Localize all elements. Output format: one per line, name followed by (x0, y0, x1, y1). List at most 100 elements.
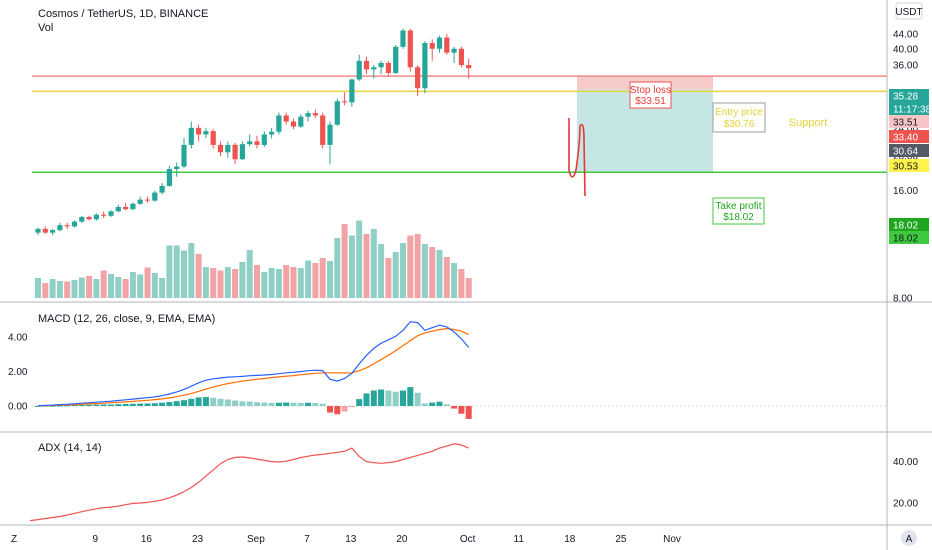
macd-pane (32, 321, 887, 419)
volume-label[interactable]: Vol (38, 22, 54, 34)
candle-body (334, 101, 340, 125)
candle-body (254, 141, 260, 145)
candle-body (444, 37, 450, 53)
price-tag-stop (889, 115, 929, 128)
price-tag-stop-text: 33.51 (893, 118, 918, 129)
candle-body (86, 216, 92, 220)
adx-tick-label: 40.00 (893, 457, 918, 468)
volume-bar (93, 279, 100, 298)
price-tag-yellow (889, 159, 929, 172)
price-tag-gray-text: 30.64 (893, 147, 918, 158)
candle-body (101, 214, 107, 216)
macd-tick-label: 2.00 (8, 367, 28, 378)
candle-body (203, 131, 209, 135)
macd-histogram-bar (35, 405, 41, 407)
price-tick-label: 16.00 (893, 186, 918, 197)
time-tick-label: 13 (345, 534, 357, 545)
currency-badge (895, 2, 923, 20)
volume-bar (400, 243, 406, 298)
candle-body (298, 116, 304, 127)
volume-bar (64, 281, 71, 298)
candle-body (35, 228, 41, 233)
time-axis[interactable]: 9 16 23 Sep 7 13 20 Oct 11 18 25 Nov Z A (11, 530, 917, 546)
volume-bar (100, 270, 107, 298)
macd-tick-label: 0.00 (8, 402, 28, 413)
macd-histogram-bar (115, 404, 122, 406)
currency-label: USDT (895, 7, 922, 18)
volume-bar (115, 277, 122, 298)
volume-bar (239, 262, 246, 298)
macd-histogram-bar (49, 405, 56, 407)
macd-histogram-bar (217, 398, 224, 406)
volume-bar (78, 277, 85, 298)
volume-bar (283, 265, 290, 298)
candle-body (225, 144, 231, 153)
log-toggle: Z (11, 534, 17, 545)
macd-histogram-bar (465, 406, 472, 419)
macd-histogram-bar (173, 401, 180, 406)
price-tag-yellow-text: 30.53 (893, 162, 918, 173)
horizontal-levels[interactable] (32, 75, 887, 173)
stop-loss-box (629, 81, 672, 109)
macd-histogram-bar (100, 404, 107, 406)
volume-bar (129, 272, 136, 298)
candle-body (239, 144, 245, 160)
macd-histogram-bar (122, 403, 129, 406)
countdown-tag (889, 102, 929, 115)
price-tag-green-text: 18.02 (893, 221, 918, 232)
volume-bar (319, 258, 326, 298)
candle-body (261, 134, 267, 145)
candle-body (436, 37, 443, 49)
candle-body (371, 67, 377, 70)
macd-histogram-bar (400, 390, 406, 406)
volume-bar (305, 260, 312, 298)
adx-label[interactable]: ADX (14, 14) (38, 442, 102, 454)
volume-bar (42, 283, 49, 298)
candle-body (152, 192, 158, 201)
price-axis[interactable]: USDT44.0040.0036.0028.0024.0020.0016.001… (8, 2, 932, 510)
macd-label[interactable]: MACD (12, 26, close, 9, EMA, EMA) (38, 313, 216, 325)
time-tick-label: 18 (564, 534, 576, 545)
stop-loss-price: $33.51 (635, 96, 666, 107)
volume-bar (195, 254, 202, 298)
volume-bar (188, 243, 195, 298)
candle-body (123, 206, 129, 210)
macd-histogram-bar (210, 397, 217, 406)
candle-body (290, 121, 297, 127)
price-tick-label: 20.00 (893, 152, 918, 163)
candle-body (342, 101, 348, 103)
volume-bar (334, 238, 341, 298)
volume-bar (144, 267, 151, 298)
candle-body (415, 67, 421, 89)
macd-histogram-bar (261, 402, 268, 406)
symbol-title[interactable]: Cosmos / TetherUS, 1D, BINANCE (38, 8, 209, 20)
volume-bar (348, 235, 355, 298)
price-tick-label: 24.00 (893, 123, 918, 134)
volume-bar (363, 234, 370, 298)
candle-body (115, 206, 121, 212)
macd-histogram-bar (451, 406, 458, 409)
macd-histogram-bar (290, 402, 297, 406)
candle-body (312, 113, 318, 116)
time-tick-label: 7 (304, 534, 310, 545)
annotations[interactable]: Stop loss$33.51 Entry price$30.76 Support T… (629, 81, 827, 225)
candle-body (210, 131, 216, 145)
volume-bar (254, 265, 260, 298)
candle-body (159, 185, 165, 193)
volume-bar (56, 281, 63, 298)
take-profit-title: Take profit (715, 201, 761, 212)
time-tick-label: 9 (93, 534, 99, 545)
price-tag-green-2 (889, 231, 929, 244)
volume-bar (458, 269, 465, 298)
macd-histogram-bar (268, 402, 275, 406)
candle-body (269, 131, 275, 135)
macd-histogram-bar (239, 401, 246, 406)
macd-histogram-bar (370, 390, 377, 406)
volume-bar (49, 279, 56, 298)
macd-histogram-bar (108, 404, 114, 406)
candle-body (422, 43, 428, 89)
candle-body (276, 115, 282, 132)
volume-bar (370, 229, 377, 298)
macd-histogram-bar (407, 387, 414, 406)
